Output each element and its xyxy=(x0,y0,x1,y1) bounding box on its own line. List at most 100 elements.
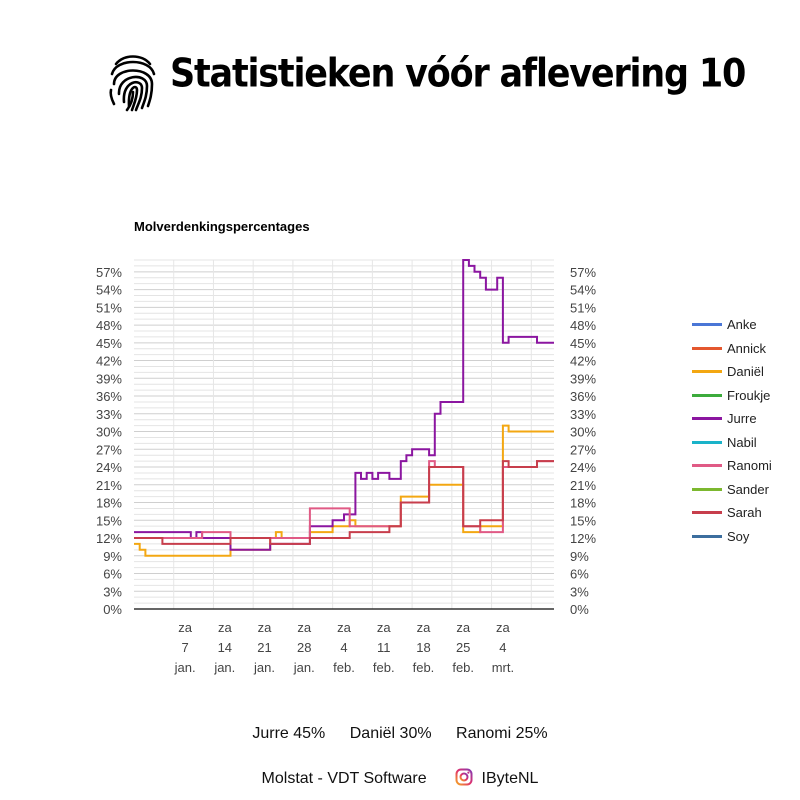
y-tick-label-left: 30% xyxy=(96,425,122,440)
x-tick-label: 4 xyxy=(499,640,506,655)
y-tick-label-right: 12% xyxy=(570,531,596,546)
y-tick-label-left: 9% xyxy=(103,549,122,564)
y-tick-label-left: 39% xyxy=(96,371,122,386)
y-tick-label-left: 6% xyxy=(103,567,122,582)
chart-svg: 0% 0% 3% 3% 6% 6% 9% 9% 12% 12% 15% 15% 18% 18% 21% 21%… xyxy=(96,259,596,675)
legend-swatch xyxy=(692,346,722,350)
legend-swatch xyxy=(692,487,722,491)
y-tick-label-right: 30% xyxy=(570,425,596,440)
x-tick-label: jan. xyxy=(253,660,275,675)
legend-label: Soy xyxy=(727,528,750,544)
y-tick-label-right: 15% xyxy=(570,513,596,528)
y-tick-label-left: 12% xyxy=(96,531,122,546)
footer-handle: IByteNL xyxy=(481,770,539,787)
legend-swatch xyxy=(692,393,722,397)
x-tick-label: za xyxy=(178,620,193,635)
legend-item[interactable]: Sander xyxy=(692,478,772,502)
footer: Molstat - VDT Software IByteNL xyxy=(0,768,800,788)
x-tick-label: feb. xyxy=(452,660,474,675)
y-tick-label-right: 48% xyxy=(570,318,596,333)
y-tick-label-left: 33% xyxy=(96,407,122,422)
legend-swatch xyxy=(692,534,722,538)
x-tick-label: feb. xyxy=(413,660,435,675)
legend-label: Nabil xyxy=(727,434,757,450)
y-tick-label-left: 27% xyxy=(96,442,122,457)
x-tick-label: za xyxy=(258,620,273,635)
series-line-jurre xyxy=(134,259,554,551)
legend-item[interactable]: Jurre xyxy=(692,407,772,431)
header: Statistieken vóór aflevering 10 xyxy=(0,48,800,118)
y-tick-label-right: 9% xyxy=(570,549,589,564)
y-tick-label-left: 45% xyxy=(96,336,122,351)
fingerprint-icon xyxy=(109,55,156,112)
instagram-icon xyxy=(455,768,473,786)
summary-item-2: Daniël 30% xyxy=(349,725,432,742)
legend-label: Ranomi xyxy=(727,458,772,474)
x-tick-label: 25 xyxy=(456,640,470,655)
legend-item[interactable]: Daniël xyxy=(692,360,772,384)
y-tick-label-left: 57% xyxy=(96,265,122,280)
y-tick-label-left: 15% xyxy=(96,513,122,528)
y-tick-label-left: 24% xyxy=(96,460,122,475)
y-tick-label-left: 3% xyxy=(103,584,122,599)
y-tick-label-right: 45% xyxy=(570,336,596,351)
summary-item-1: Jurre 45% xyxy=(252,725,326,742)
y-tick-label-right: 57% xyxy=(570,265,596,280)
y-tick-label-right: 51% xyxy=(570,300,596,315)
legend-label: Annick xyxy=(727,340,767,356)
x-tick-label: za xyxy=(297,620,312,635)
legend-label: Daniël xyxy=(727,364,764,380)
x-tick-label: 4 xyxy=(340,640,347,655)
x-tick-label: 21 xyxy=(257,640,271,655)
series-line-sarah xyxy=(134,460,554,545)
x-tick-label: za xyxy=(377,620,392,635)
legend-item[interactable]: Sarah xyxy=(692,501,772,525)
legend-item[interactable]: Ranomi xyxy=(692,454,772,478)
x-tick-label: feb. xyxy=(333,660,355,675)
y-tick-label-right: 0% xyxy=(570,602,589,617)
y-tick-label-right: 6% xyxy=(570,567,589,582)
y-tick-label-right: 36% xyxy=(570,389,596,404)
legend-item[interactable]: Anke xyxy=(692,313,772,337)
x-tick-label: 28 xyxy=(297,640,311,655)
y-tick-label-right: 3% xyxy=(570,584,589,599)
y-tick-label-right: 39% xyxy=(570,371,596,386)
x-tick-label: za xyxy=(218,620,233,635)
y-tick-label-left: 54% xyxy=(96,283,122,298)
legend-item[interactable]: Froukje xyxy=(692,384,772,408)
x-tick-label: za xyxy=(456,620,471,635)
y-tick-label-right: 33% xyxy=(570,407,596,422)
footer-credit: Molstat - VDT Software xyxy=(261,770,427,787)
y-tick-label-left: 36% xyxy=(96,389,122,404)
x-tick-label: jan. xyxy=(293,660,315,675)
chart: 0% 0% 3% 3% 6% 6% 9% 9% 12% 12% 15% 15% 18% 18% 21% 21%… xyxy=(0,200,800,680)
legend-swatch xyxy=(692,323,722,327)
x-tick-label: za xyxy=(417,620,432,635)
legend-item[interactable]: Soy xyxy=(692,525,772,549)
y-tick-label-right: 54% xyxy=(570,283,596,298)
y-tick-label-left: 21% xyxy=(96,478,122,493)
x-tick-label: jan. xyxy=(174,660,196,675)
legend-swatch xyxy=(692,511,722,515)
legend-swatch xyxy=(692,370,722,374)
summary: Jurre 45% Daniël 30% Ranomi 25% xyxy=(0,725,800,743)
legend-item[interactable]: Annick xyxy=(692,337,772,361)
y-tick-label-left: 18% xyxy=(96,496,122,511)
x-tick-label: jan. xyxy=(213,660,235,675)
y-tick-label-right: 27% xyxy=(570,442,596,457)
legend-label: Froukje xyxy=(727,387,771,403)
y-tick-label-right: 18% xyxy=(570,496,596,511)
legend-item[interactable]: Nabil xyxy=(692,431,772,455)
x-tick-label: 18 xyxy=(416,640,430,655)
y-tick-label-right: 42% xyxy=(570,354,596,369)
chart-legend: Anke Annick Daniël Froukje Jurre Nabil Ranomi S… xyxy=(692,313,772,548)
x-tick-label: za xyxy=(496,620,511,635)
x-tick-label: 11 xyxy=(377,640,391,655)
y-tick-label-left: 48% xyxy=(96,318,122,333)
y-tick-label-left: 51% xyxy=(96,300,122,315)
x-tick-label: mrt. xyxy=(492,660,514,675)
legend-label: Anke xyxy=(727,317,757,333)
legend-label: Sarah xyxy=(727,505,762,521)
y-tick-label-left: 0% xyxy=(103,602,122,617)
summary-item-3: Ranomi 25% xyxy=(456,725,548,742)
